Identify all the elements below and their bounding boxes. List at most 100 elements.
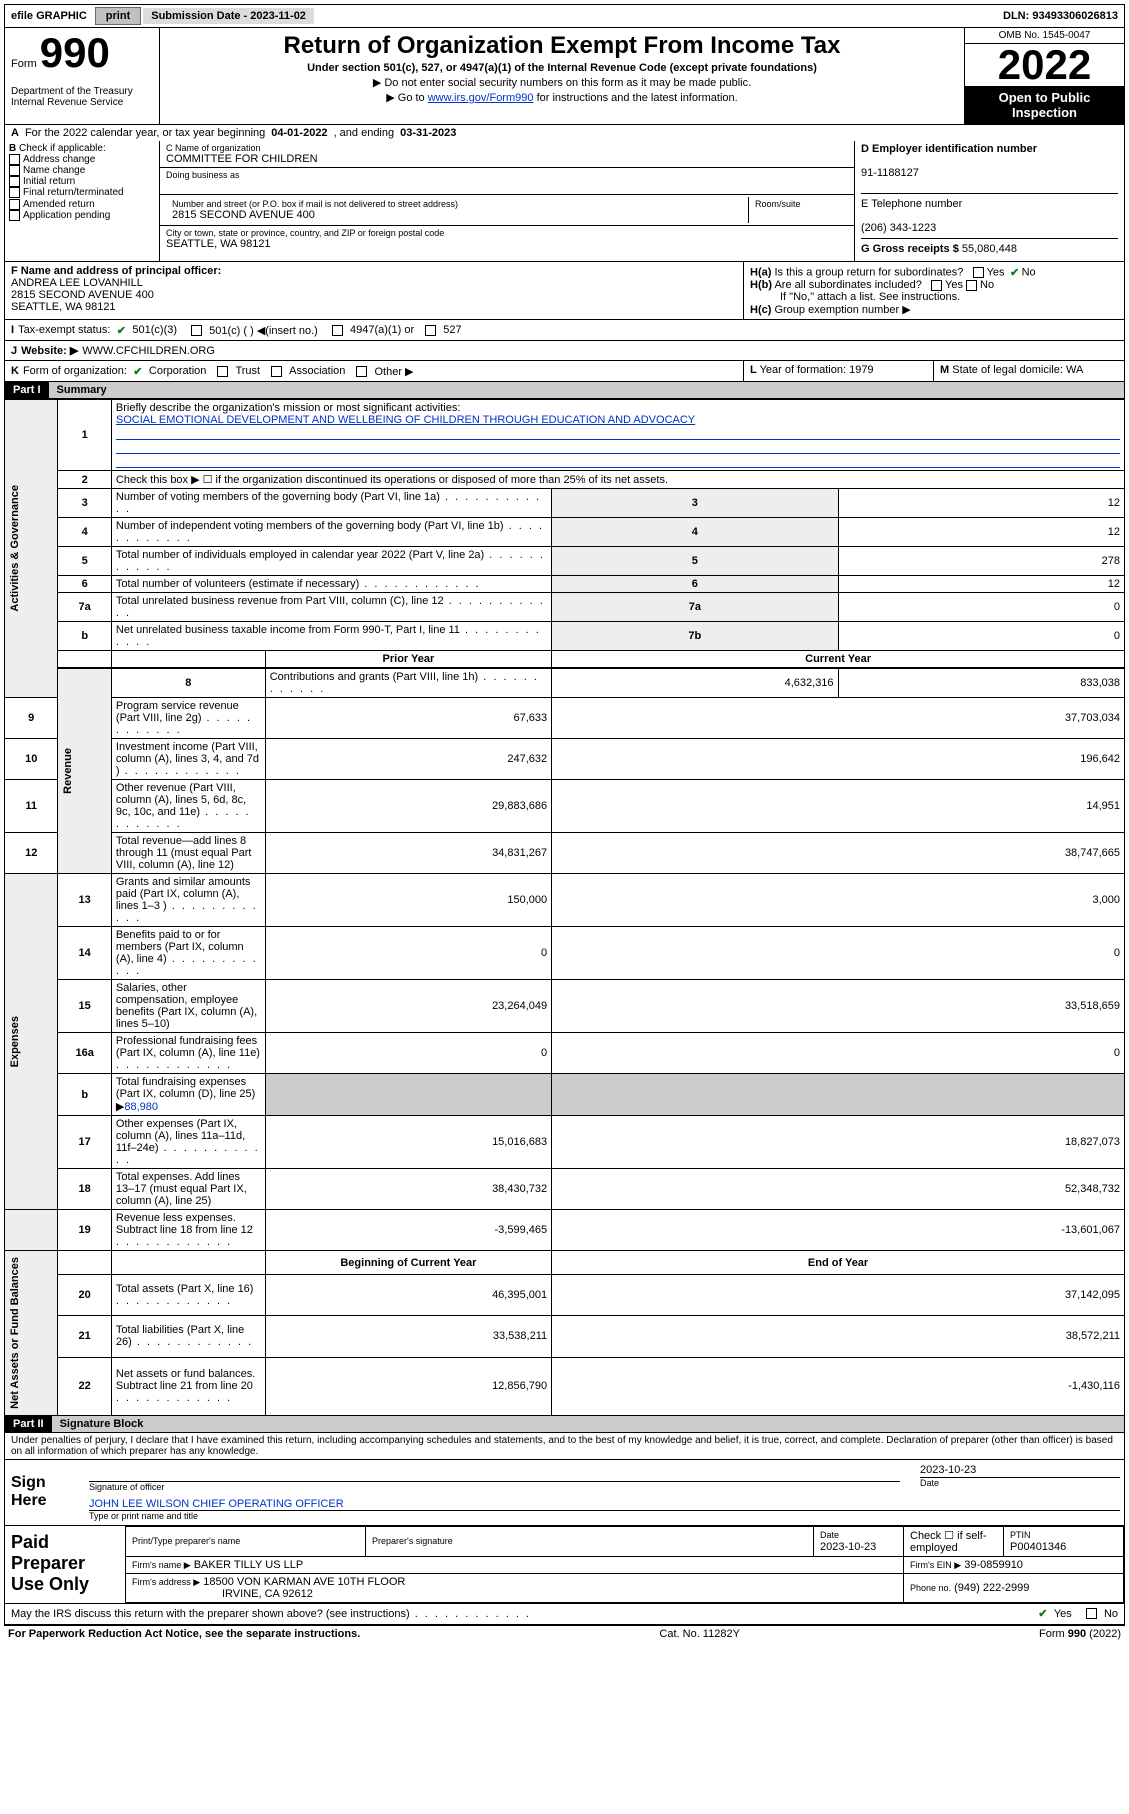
b-addr: Address change — [23, 154, 95, 165]
l8-text: Contributions and grants (Part VIII, lin… — [265, 668, 551, 698]
l17-num: 17 — [58, 1116, 111, 1169]
l18-text: Total expenses. Add lines 13–17 (must eq… — [111, 1169, 265, 1210]
hdr-boy: Beginning of Current Year — [265, 1251, 551, 1275]
l7a-idx: 7a — [552, 593, 838, 622]
trust-checkbox[interactable] — [217, 366, 228, 377]
irs: Internal Revenue Service — [11, 97, 153, 108]
submission-date: Submission Date - 2023-11-02 — [143, 8, 314, 24]
initial-return-checkbox[interactable] — [9, 176, 20, 187]
app-pending-checkbox[interactable] — [9, 210, 20, 221]
final-return-checkbox[interactable] — [9, 187, 20, 198]
website-url[interactable]: WWW.CFCHILDREN.ORG — [82, 345, 215, 357]
l12-py: 34,831,267 — [265, 833, 551, 874]
l4-idx: 4 — [552, 518, 838, 547]
l18-py: 38,430,732 — [265, 1169, 551, 1210]
l-label: L — [750, 364, 757, 376]
c-name-label: C Name of organization — [166, 143, 848, 153]
part2-header: Part II Signature Block — [4, 1416, 1125, 1433]
header-block: B Check if applicable: Address change Na… — [4, 141, 1125, 262]
l22-py: 12,856,790 — [265, 1357, 551, 1415]
open-inspection: Open to Public Inspection — [965, 86, 1124, 124]
c-checkbox[interactable] — [191, 325, 202, 336]
l12-text: Total revenue—add lines 8 through 11 (mu… — [111, 833, 265, 874]
penalties: Under penalties of perjury, I declare th… — [4, 1433, 1125, 1459]
l14-text: Benefits paid to or for members (Part IX… — [111, 927, 265, 980]
assoc-checkbox[interactable] — [271, 366, 282, 377]
part1-title: Summary — [49, 382, 1124, 398]
a-mid: , and ending — [334, 127, 395, 139]
hdr-current-year: Current Year — [552, 651, 1125, 669]
l14-py: 0 — [265, 927, 551, 980]
527-checkbox[interactable] — [425, 325, 436, 336]
l19-text: Revenue less expenses. Subtract line 18 … — [111, 1210, 265, 1251]
discuss-text: May the IRS discuss this return with the… — [11, 1608, 531, 1620]
hdr-prior-year: Prior Year — [265, 651, 551, 669]
b-name: Name change — [23, 165, 85, 176]
l7a-val: 0 — [838, 593, 1124, 622]
b-init: Initial return — [23, 176, 75, 187]
l-year: 1979 — [849, 364, 873, 376]
i-row: I Tax-exempt status: ✔501(c)(3) 501(c) (… — [4, 320, 1125, 341]
d-label: D Employer identification number — [861, 143, 1037, 155]
pra-notice: For Paperwork Reduction Act Notice, see … — [8, 1628, 360, 1640]
form-title: Return of Organization Exempt From Incom… — [166, 32, 958, 60]
discuss-no-checkbox[interactable] — [1086, 1608, 1097, 1619]
l14-cy: 0 — [552, 927, 1125, 980]
firm-ein-lbl: Firm's EIN ▶ — [910, 1560, 961, 1570]
l18-cy: 52,348,732 — [552, 1169, 1125, 1210]
gross-receipts: 55,080,448 — [962, 243, 1017, 255]
firm-addr: 18500 VON KARMAN AVE 10TH FLOOR — [203, 1576, 405, 1588]
paid-hdr: Paid Preparer Use Only — [5, 1526, 125, 1603]
l9-num: 9 — [5, 698, 58, 739]
discuss-no: No — [1104, 1608, 1118, 1620]
amended-checkbox[interactable] — [9, 199, 20, 210]
l13-cy: 3,000 — [552, 874, 1125, 927]
subtitle-3: ▶ Go to www.irs.gov/Form990 for instruct… — [166, 91, 958, 104]
hb-yes-checkbox[interactable] — [931, 280, 942, 291]
l20-cy: 37,142,095 — [552, 1275, 1125, 1316]
l8-num: 8 — [111, 668, 265, 698]
hc-label: Group exemption number ▶ — [774, 304, 910, 316]
l14-num: 14 — [58, 927, 111, 980]
prep-name-lbl: Print/Type preparer's name — [132, 1536, 240, 1546]
l16a-py: 0 — [265, 1033, 551, 1074]
ha-label: Is this a group return for subordinates? — [774, 267, 963, 279]
a-text: For the 2022 calendar year, or tax year … — [25, 127, 265, 139]
l7b-num: b — [58, 622, 111, 651]
hb: H(b) — [750, 279, 772, 291]
b-final: Final return/terminated — [23, 188, 124, 199]
sig-officer-lbl: Signature of officer — [89, 1482, 900, 1492]
sign-here-row: Sign Here Signature of officer 2023-10-2… — [4, 1459, 1125, 1526]
efile-label: efile GRAPHIC — [5, 8, 93, 24]
hb-no-checkbox[interactable] — [966, 280, 977, 291]
officer-city: SEATTLE, WA 98121 — [11, 301, 116, 313]
discuss-row: May the IRS discuss this return with the… — [4, 1604, 1125, 1625]
m-label: M — [940, 364, 949, 376]
irs-link[interactable]: www.irs.gov/Form990 — [428, 92, 534, 104]
a-label: A — [11, 127, 19, 139]
j-web: Website: ▶ — [21, 344, 78, 357]
l5-text: Total number of individuals employed in … — [111, 547, 551, 576]
other-checkbox[interactable] — [356, 366, 367, 377]
l19-py: -3,599,465 — [265, 1210, 551, 1251]
k-corp: Corporation — [149, 365, 206, 377]
l15-num: 15 — [58, 980, 111, 1033]
hb-note: If "No," attach a list. See instructions… — [750, 291, 1118, 303]
l7a-text: Total unrelated business revenue from Pa… — [111, 593, 551, 622]
l4-text: Number of independent voting members of … — [111, 518, 551, 547]
l19-cy: -13,601,067 — [552, 1210, 1125, 1251]
paid-date-lbl: Date — [820, 1530, 839, 1540]
print-button[interactable]: print — [95, 7, 141, 25]
cat-no: Cat. No. 11282Y — [659, 1628, 740, 1640]
j-label: J — [11, 345, 17, 357]
a1-checkbox[interactable] — [332, 325, 343, 336]
addr-change-checkbox[interactable] — [9, 154, 20, 165]
ha-no-check-icon: ✔ — [1008, 265, 1022, 279]
ptin-lbl: PTIN — [1010, 1530, 1031, 1540]
officer-name: ANDREA LEE LOVANHILL — [11, 277, 143, 289]
l13-text: Grants and similar amounts paid (Part IX… — [111, 874, 265, 927]
form-word: Form — [11, 58, 37, 70]
name-change-checkbox[interactable] — [9, 165, 20, 176]
ha-yes-checkbox[interactable] — [973, 267, 984, 278]
tab-net: Net Assets or Fund Balances — [9, 1253, 21, 1413]
